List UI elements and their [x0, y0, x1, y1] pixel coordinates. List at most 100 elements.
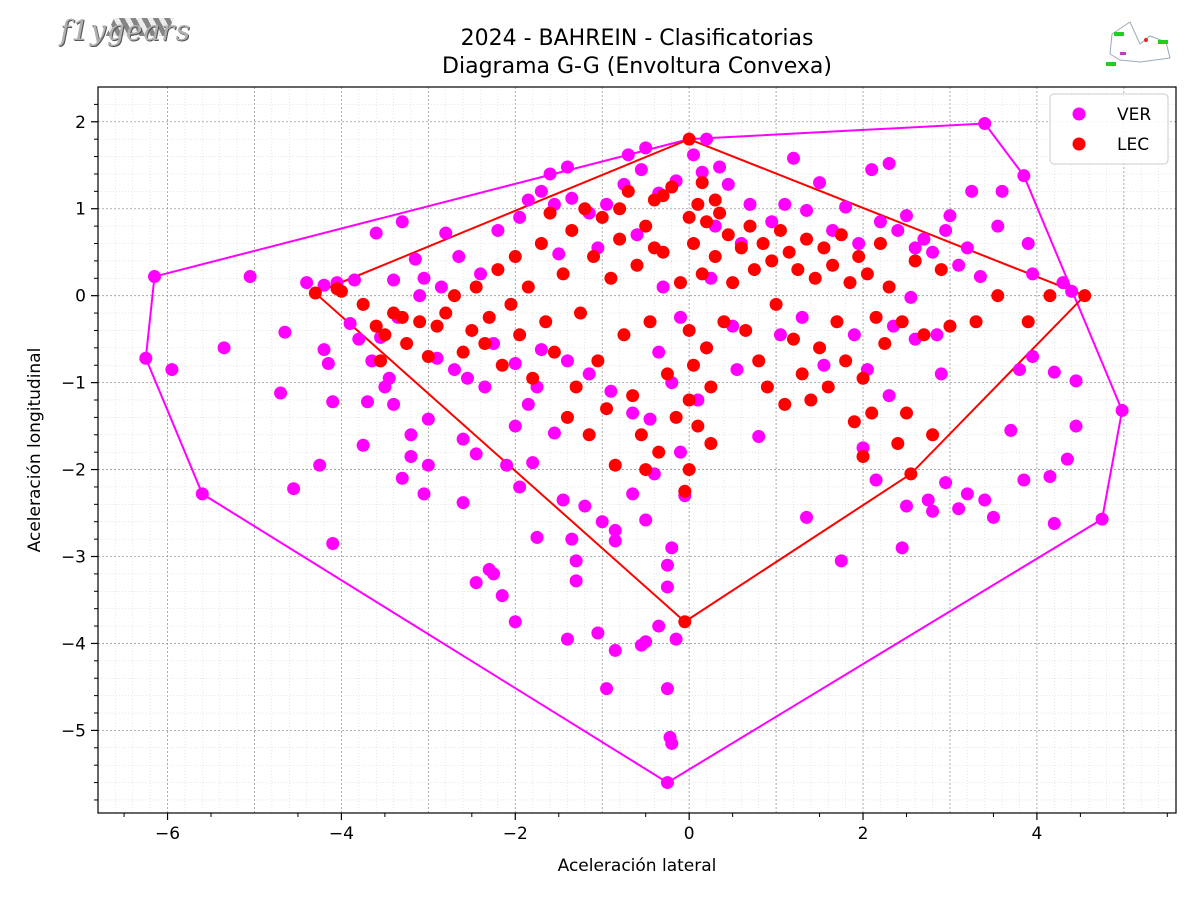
- point-lec: [356, 297, 370, 311]
- point-lec: [791, 263, 805, 277]
- point-lec: [695, 176, 709, 190]
- point-lec: [656, 189, 670, 203]
- point-lec: [569, 380, 583, 394]
- point-ver: [1026, 267, 1040, 281]
- point-ver: [591, 626, 605, 640]
- point-ver: [800, 203, 814, 217]
- y-tick-label: 0: [75, 287, 86, 307]
- point-ver: [834, 554, 848, 568]
- point-lec: [604, 271, 618, 285]
- x-tick-label: 2: [858, 824, 869, 844]
- point-ver: [421, 458, 435, 472]
- point-lec: [669, 410, 683, 424]
- point-ver: [274, 386, 288, 400]
- point-ver: [660, 558, 674, 572]
- point-lec: [639, 219, 653, 233]
- point-ver: [687, 148, 701, 162]
- point-ver: [939, 223, 953, 237]
- point-ver: [421, 412, 435, 426]
- point-lec: [491, 263, 505, 277]
- point-ver: [873, 215, 887, 229]
- point-lec: [482, 310, 496, 324]
- point-lec: [643, 315, 657, 329]
- point-ver: [148, 270, 162, 284]
- point-lec: [969, 315, 983, 329]
- point-lec: [617, 328, 631, 342]
- x-tick-label: −2: [503, 824, 528, 844]
- point-lec: [395, 310, 409, 324]
- point-lec: [400, 336, 414, 350]
- point-ver: [991, 219, 1005, 233]
- point-lec: [639, 463, 653, 477]
- track-map-icon: [1106, 21, 1171, 66]
- point-lec: [673, 276, 687, 290]
- point-ver: [343, 316, 357, 330]
- point-ver: [986, 510, 1000, 524]
- point-ver: [713, 160, 727, 174]
- legend-marker-lec: [1072, 137, 1086, 151]
- point-ver: [930, 328, 944, 342]
- point-lec: [708, 250, 722, 264]
- point-ver: [1060, 452, 1074, 466]
- point-ver: [904, 290, 918, 304]
- point-lec: [765, 254, 779, 268]
- point-lec: [839, 354, 853, 368]
- point-ver: [278, 325, 292, 339]
- point-lec: [695, 267, 709, 281]
- point-lec: [630, 258, 644, 272]
- point-ver: [513, 210, 527, 224]
- point-lec: [578, 202, 592, 216]
- point-ver: [491, 223, 505, 237]
- point-ver: [474, 267, 488, 281]
- point-ver: [417, 487, 431, 501]
- point-lec: [504, 297, 518, 311]
- point-lec: [817, 241, 831, 255]
- point-ver: [639, 141, 653, 155]
- point-ver: [730, 363, 744, 377]
- x-tick-label: 0: [684, 824, 695, 844]
- point-ver: [978, 493, 992, 507]
- point-ver: [560, 160, 574, 174]
- point-ver: [1021, 237, 1035, 251]
- point-ver: [626, 487, 640, 501]
- point-ver: [521, 193, 535, 207]
- point-lec: [773, 223, 787, 237]
- point-lec: [847, 415, 861, 429]
- point-ver: [317, 343, 331, 357]
- logo-text: f1ygears: [60, 14, 191, 47]
- point-lec: [743, 219, 757, 233]
- point-lec: [691, 419, 705, 433]
- point-ver: [434, 280, 448, 294]
- point-ver: [1115, 403, 1129, 417]
- point-ver: [408, 252, 422, 266]
- point-ver: [413, 289, 427, 303]
- point-ver: [326, 395, 340, 409]
- point-lec: [682, 393, 696, 407]
- point-lec: [682, 210, 696, 224]
- point-ver: [795, 310, 809, 324]
- y-tick-label: −5: [61, 721, 86, 741]
- point-ver: [165, 363, 179, 377]
- point-lec: [465, 323, 479, 337]
- point-ver: [721, 177, 735, 191]
- point-lec: [856, 450, 870, 464]
- y-tick-label: −4: [61, 634, 86, 654]
- point-lec: [478, 336, 492, 350]
- point-lec: [991, 289, 1005, 303]
- y-tick-label: 1: [75, 200, 86, 220]
- point-lec: [821, 380, 835, 394]
- point-lec: [374, 354, 388, 368]
- point-lec: [904, 467, 918, 481]
- point-lec: [726, 276, 740, 290]
- point-ver: [404, 450, 418, 464]
- point-ver: [317, 278, 331, 292]
- point-ver: [786, 151, 800, 165]
- chart-title: 2024 - BAHREIN - Clasificatorias: [460, 26, 814, 51]
- point-ver: [891, 223, 905, 237]
- point-lec: [682, 132, 696, 146]
- point-ver: [926, 245, 940, 259]
- point-ver: [1069, 374, 1083, 388]
- point-lec: [495, 358, 509, 372]
- point-ver: [508, 419, 522, 433]
- point-lec: [678, 484, 692, 498]
